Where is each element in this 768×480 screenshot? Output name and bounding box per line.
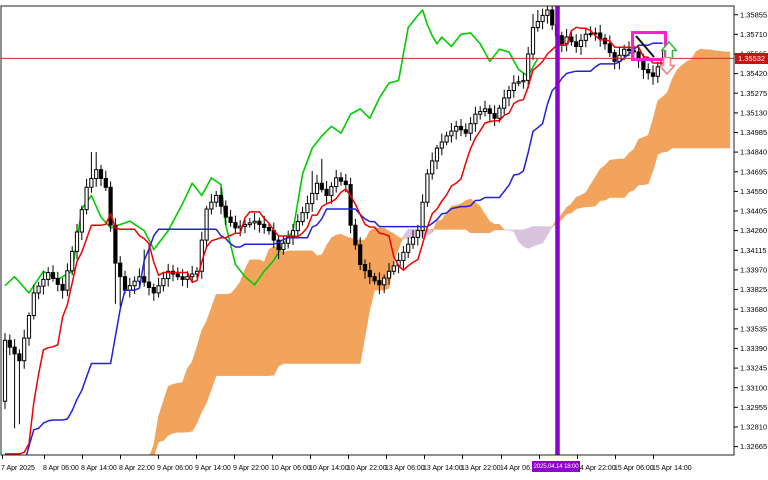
svg-text:8 Apr 22:00: 8 Apr 22:00 bbox=[119, 465, 155, 472]
svg-text:10 Apr 22:00: 10 Apr 22:00 bbox=[347, 465, 387, 472]
time-marker-label: 2025.04.14 18:00 bbox=[532, 461, 580, 472]
svg-text:1.33825: 1.33825 bbox=[740, 285, 767, 294]
svg-text:1.35710: 1.35710 bbox=[740, 30, 767, 39]
svg-text:1.33680: 1.33680 bbox=[740, 305, 767, 314]
kijun-sen-line bbox=[25, 42, 663, 455]
svg-text:10 Apr 06:00: 10 Apr 06:00 bbox=[271, 465, 311, 472]
svg-text:15 Apr 06:00: 15 Apr 06:00 bbox=[614, 465, 654, 472]
up-arrow-annotation[interactable] bbox=[660, 41, 678, 60]
svg-text:15 Apr 14:00: 15 Apr 14:00 bbox=[652, 465, 692, 472]
svg-text:14 Apr 06:00: 14 Apr 06:00 bbox=[500, 465, 540, 472]
svg-text:1.32810: 1.32810 bbox=[740, 423, 767, 432]
svg-text:7 Apr 2025: 7 Apr 2025 bbox=[1, 465, 35, 472]
price-axis: 1.358551.357101.355651.354201.352751.351… bbox=[734, 10, 767, 451]
svg-text:1.35130: 1.35130 bbox=[740, 109, 767, 118]
bid-price-label: 1.35532 bbox=[735, 52, 768, 64]
svg-text:1.34260: 1.34260 bbox=[740, 226, 767, 235]
svg-text:1.33390: 1.33390 bbox=[740, 344, 767, 353]
svg-text:1.34840: 1.34840 bbox=[740, 148, 767, 157]
svg-text:13 Apr 06:00: 13 Apr 06:00 bbox=[385, 465, 425, 472]
svg-text:13 Apr 22:00: 13 Apr 22:00 bbox=[461, 465, 501, 472]
down-arrow-annotation[interactable] bbox=[658, 56, 676, 75]
svg-text:1.32665: 1.32665 bbox=[740, 442, 767, 451]
svg-text:9 Apr 22:00: 9 Apr 22:00 bbox=[233, 465, 269, 472]
svg-text:9 Apr 06:00: 9 Apr 06:00 bbox=[157, 465, 193, 472]
svg-text:1.34405: 1.34405 bbox=[740, 207, 767, 216]
ichimoku-cloud bbox=[149, 48, 731, 455]
svg-text:1.34695: 1.34695 bbox=[740, 167, 767, 176]
svg-text:9 Apr 14:00: 9 Apr 14:00 bbox=[195, 465, 231, 472]
svg-text:1.33100: 1.33100 bbox=[740, 383, 767, 392]
cross-marker-stroke[interactable] bbox=[635, 35, 655, 58]
svg-text:1.35275: 1.35275 bbox=[740, 89, 767, 98]
candles bbox=[2, 6, 665, 429]
svg-text:10 Apr 14:00: 10 Apr 14:00 bbox=[309, 465, 349, 472]
svg-text:8 Apr 14:00: 8 Apr 14:00 bbox=[81, 465, 117, 472]
svg-text:1.33535: 1.33535 bbox=[740, 324, 767, 333]
svg-text:8 Apr 06:00: 8 Apr 06:00 bbox=[43, 465, 79, 472]
chikou-span-line bbox=[4, 9, 539, 294]
svg-text:14 Apr 22:00: 14 Apr 22:00 bbox=[576, 465, 616, 472]
svg-text:1.34115: 1.34115 bbox=[740, 246, 767, 255]
svg-text:1.35855: 1.35855 bbox=[740, 10, 767, 19]
svg-text:1.32955: 1.32955 bbox=[740, 403, 767, 412]
svg-text:13 Apr 14:00: 13 Apr 14:00 bbox=[423, 465, 463, 472]
svg-text:1.35420: 1.35420 bbox=[740, 69, 767, 78]
svg-text:1.34985: 1.34985 bbox=[740, 128, 767, 137]
svg-text:1.34550: 1.34550 bbox=[740, 187, 767, 196]
time-axis: 7 Apr 2025 8 Apr 06:00 8 Apr 14:00 8 Apr 22… bbox=[1, 455, 692, 472]
svg-text:1.33245: 1.33245 bbox=[740, 364, 767, 373]
svg-text:1.33970: 1.33970 bbox=[740, 266, 767, 275]
tenkan-sen-line bbox=[5, 26, 663, 455]
